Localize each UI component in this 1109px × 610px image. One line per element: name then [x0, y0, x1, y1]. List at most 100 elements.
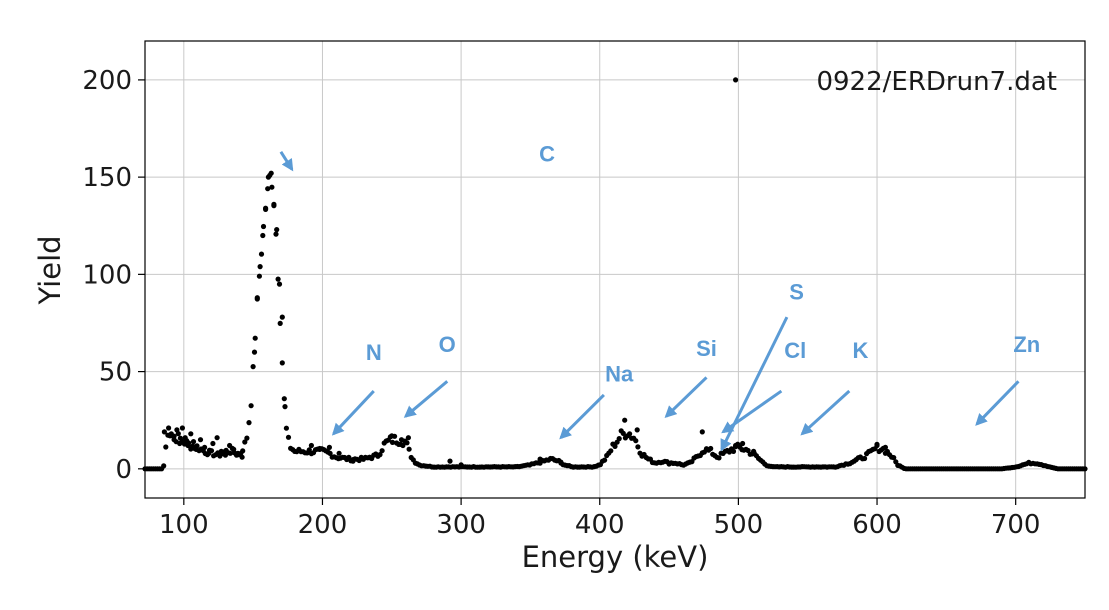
data-point: [274, 227, 280, 233]
annotation-c: C: [539, 142, 555, 167]
data-point: [171, 437, 177, 443]
data-point: [874, 442, 880, 449]
data-point: [174, 427, 180, 433]
data-point: [277, 320, 283, 326]
data-point: [268, 170, 274, 176]
annotation-s: S: [789, 280, 804, 305]
data-point: [179, 425, 185, 431]
data-point: [244, 435, 250, 441]
x-tick-label: 300: [436, 510, 486, 540]
data-point: [246, 420, 252, 426]
data-point: [406, 446, 412, 452]
annotation-zn: Zn: [1013, 332, 1040, 357]
annotation-arrow: [331, 390, 375, 436]
annotation-arrow: [559, 393, 605, 440]
y-tick-label: 50: [99, 358, 132, 388]
data-point: [458, 462, 464, 468]
data-point: [699, 429, 705, 435]
data-point: [166, 425, 172, 431]
data-point: [622, 417, 628, 423]
annotation-cl: Cl: [784, 338, 806, 363]
data-point: [254, 295, 260, 301]
data-point: [308, 442, 314, 449]
y-axis-ticks: 0 50 100 150 200: [82, 66, 145, 485]
data-point: [282, 404, 288, 410]
data-point: [206, 450, 212, 456]
data-point: [227, 442, 233, 449]
data-point: [379, 448, 385, 454]
y-tick-label: 100: [82, 260, 132, 290]
data-point: [404, 440, 410, 446]
data-point: [251, 349, 258, 355]
data-point: [326, 444, 332, 450]
data-point: [161, 429, 167, 435]
data-point: [751, 448, 757, 454]
data-point: [240, 448, 246, 454]
data-point: [168, 431, 174, 437]
data-point: [279, 314, 285, 320]
data-point: [317, 446, 323, 452]
data-point: [239, 454, 245, 460]
data-point: [193, 446, 199, 452]
data-point: [602, 457, 608, 463]
data-point: [185, 442, 191, 449]
data-point: [616, 436, 622, 442]
data-point: [283, 425, 289, 431]
data-point: [405, 435, 411, 441]
data-point: [537, 456, 543, 462]
data-point: [377, 452, 383, 458]
data-point: [260, 223, 267, 230]
data-point: [161, 463, 167, 469]
data-point: [258, 251, 265, 257]
data-point: [612, 443, 618, 449]
data-point: [882, 444, 889, 450]
data-point: [210, 440, 216, 447]
data-point: [227, 450, 233, 456]
data-point: [222, 452, 228, 458]
data-point: [257, 264, 263, 270]
data-point: [558, 460, 564, 466]
data-point: [260, 232, 266, 239]
x-axis-ticks: 100 200 300 400 500 600 700: [159, 498, 1040, 540]
data-point: [862, 455, 868, 462]
data-point: [265, 186, 271, 192]
y-tick-label: 150: [82, 163, 132, 193]
data-point: [248, 403, 254, 409]
annotation-na: Na: [605, 361, 634, 386]
x-tick-label: 700: [991, 510, 1041, 540]
annotation-arrow: [403, 380, 449, 418]
data-point: [276, 281, 283, 287]
data-point: [275, 276, 281, 282]
data-point: [263, 205, 269, 211]
data-point: [716, 455, 722, 461]
plot-frame: [144, 40, 1086, 499]
data-point: [733, 442, 739, 449]
x-tick-label: 100: [159, 510, 209, 540]
x-tick-label: 500: [714, 510, 764, 540]
annotation-arrow: [800, 389, 851, 436]
x-tick-label: 200: [298, 510, 348, 540]
annotation-arrow: [664, 376, 708, 418]
data-point: [389, 439, 396, 445]
x-tick-label: 400: [575, 510, 625, 540]
legend-label: 0922/ERDrun7.dat: [816, 67, 1057, 97]
data-point: [182, 435, 188, 441]
data-point: [285, 434, 292, 440]
data-point: [256, 273, 262, 279]
data-point: [281, 396, 287, 402]
data-point: [367, 454, 373, 460]
annotation-arrow: [975, 380, 1020, 426]
data-point: [242, 439, 248, 445]
data-point: [252, 335, 258, 341]
data-point: [269, 184, 275, 190]
data-point: [733, 77, 739, 83]
data-point: [327, 450, 333, 456]
data-point: [745, 447, 751, 454]
data-point: [177, 440, 183, 447]
data-point: [634, 427, 640, 433]
data-point: [608, 448, 614, 454]
annotation-si: Si: [696, 336, 717, 361]
data-point: [163, 444, 169, 450]
